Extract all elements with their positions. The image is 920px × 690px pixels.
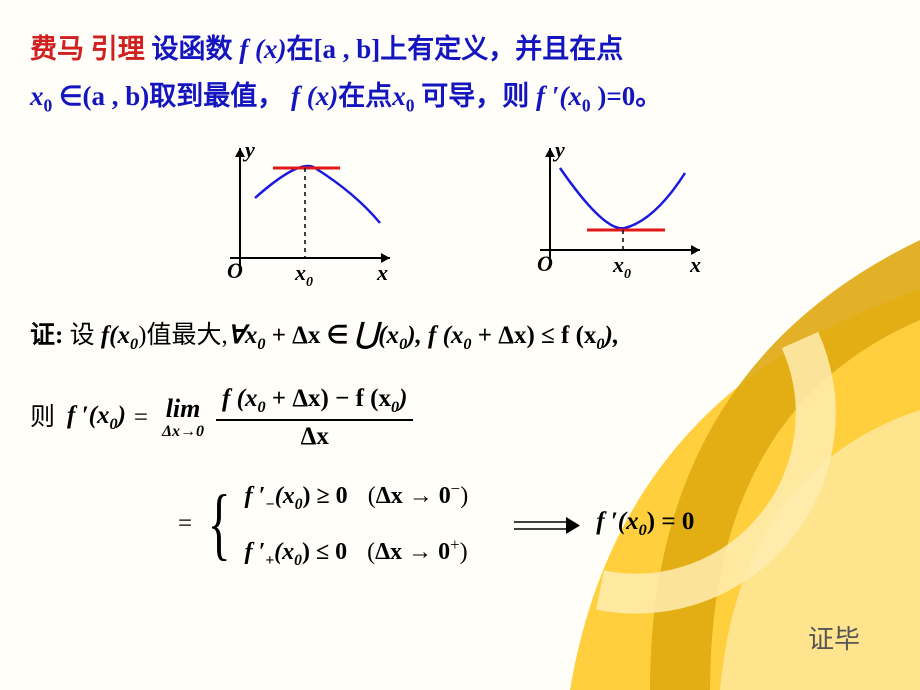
- case-plus: f ′+(x0) ≤ 0 (Δx → 0+): [245, 535, 469, 570]
- left-brace: {: [208, 484, 231, 564]
- x0-label-left: x0: [294, 260, 313, 288]
- lim-sub: Δx→0: [162, 424, 204, 440]
- cond-plus-sup: +: [450, 535, 459, 554]
- frac-top-sub2: 0: [391, 398, 399, 416]
- nbh-sub: 0: [399, 335, 407, 353]
- eq-sign-1: =: [134, 404, 148, 432]
- fx0-sub3: 0: [596, 335, 604, 353]
- qed-label: 证毕: [808, 619, 860, 656]
- diff-then: 可导，则: [415, 81, 537, 111]
- case-minus-geq: ) ≥ 0: [303, 483, 348, 509]
- proof-label: 证:: [30, 322, 63, 349]
- theorem-name: 费马 引理: [30, 34, 145, 64]
- theorem-line-2: x0 ∈(a , b)取到最值， f (x)在点x0 可导，则 f ′(x0 )…: [30, 75, 890, 119]
- x-axis-label-left: x: [376, 260, 388, 285]
- frac-top-1: f (x: [222, 385, 257, 412]
- frac-top-2: + Δx) − f (x: [266, 385, 391, 412]
- conclusion: f ′(x0) = 0: [498, 508, 694, 540]
- frac-bot: Δx: [295, 421, 335, 451]
- fprime-close: ): [118, 402, 126, 429]
- origin-left: O: [227, 258, 243, 283]
- case-plus-x0: 0: [294, 552, 302, 569]
- max-text: )值最大,: [138, 322, 228, 349]
- result-close: ) = 0: [647, 508, 695, 535]
- theorem-prefix: 设函数: [152, 34, 240, 64]
- fx0-sub: 0: [130, 335, 138, 353]
- implies-arrow-icon: [512, 510, 582, 538]
- eq-sign-2: =: [178, 510, 192, 538]
- lim: lim: [166, 396, 201, 422]
- fx0: f(x: [101, 322, 130, 349]
- x0-sub2: 0: [406, 96, 415, 116]
- f-x0dx: f (x: [428, 322, 463, 349]
- plus-dx2: + Δx) ≤ f (x: [472, 322, 597, 349]
- theorem-line-1: 费马 引理 设函数 f (x)在[a , b]上有定义，并且在点: [30, 28, 890, 71]
- result-f: f ′(x: [596, 508, 638, 535]
- theorem-fn: f (x): [239, 34, 286, 64]
- union-symbol: ⋃: [355, 318, 379, 350]
- fprime-x0: f ′(x: [67, 402, 109, 429]
- x-axis-label-right: x: [689, 252, 701, 277]
- cond-minus-sup: −: [451, 479, 460, 498]
- cases-block: = { f ′−(x0) ≥ 0 (Δx → 0−) f ′+(x0) ≤ 0 …: [170, 479, 890, 571]
- fprime-sub: 0: [582, 96, 591, 116]
- x0-sub: 0: [44, 96, 53, 116]
- plus-dx: + Δx ∈: [265, 322, 354, 349]
- in-open-interval: ∈(a , b)取到最值，: [59, 81, 284, 111]
- proof-line-2: 则 f ′(x0) = lim Δx→0 f (x0 + Δx) − f (x0…: [30, 385, 890, 451]
- x0-label: x: [392, 81, 406, 111]
- fx0dx-sub: 0: [463, 335, 471, 353]
- fn-again: f (x): [291, 81, 338, 111]
- proof-line-1: 证: 设 f(x0)值最大,∀x0 + Δx ∈ ⋃(x0), f (x0 + …: [30, 311, 890, 357]
- eq-zero: )=0: [591, 81, 636, 111]
- case-plus-f: f ′: [245, 539, 266, 565]
- nbh-close: ),: [407, 322, 428, 349]
- case-plus-leq: ) ≤ 0: [302, 539, 347, 565]
- frac-top-sub1: 0: [257, 398, 265, 416]
- case-minus-x0: 0: [295, 495, 303, 512]
- origin-right: O: [537, 251, 553, 276]
- proof-assume: 设: [70, 322, 101, 349]
- fprime: f ′(x: [536, 81, 582, 111]
- figures-row: y O x0 x y O x0: [30, 138, 890, 293]
- figure-minimum: y O x0 x: [515, 138, 715, 293]
- x0dx-x: x: [245, 322, 258, 349]
- x0-label-right: x0: [612, 252, 631, 282]
- case-plus-sub: +: [265, 552, 274, 569]
- result-sub: 0: [639, 521, 647, 539]
- then-label: 则: [30, 397, 55, 433]
- case-minus-arg: (x: [275, 483, 295, 509]
- cond-minus-dx: Δx → 0: [376, 483, 451, 509]
- at-point: 在点: [338, 81, 392, 111]
- case-minus: f ′−(x0) ≥ 0 (Δx → 0−): [245, 479, 469, 514]
- case-minus-sub: −: [265, 495, 274, 512]
- figure-maximum: y O x0 x: [205, 138, 405, 293]
- case-plus-arg: (x: [274, 539, 294, 565]
- ineq-close: ),: [605, 322, 620, 349]
- case-minus-f: f ′: [245, 483, 266, 509]
- x0-var: x: [30, 81, 44, 111]
- theorem-interval: 在[a , b]上有定义，并且在点: [286, 34, 623, 64]
- forall: ∀: [228, 322, 245, 349]
- y-axis-label-right: y: [552, 138, 565, 162]
- y-axis-label-left: y: [242, 138, 255, 162]
- nbh-open: (x: [378, 322, 399, 349]
- fprime-x0-sub: 0: [109, 415, 117, 433]
- theorem-end: 。: [635, 81, 662, 111]
- cond-plus-dx: Δx → 0: [375, 539, 450, 565]
- frac-top-3: ): [399, 385, 407, 412]
